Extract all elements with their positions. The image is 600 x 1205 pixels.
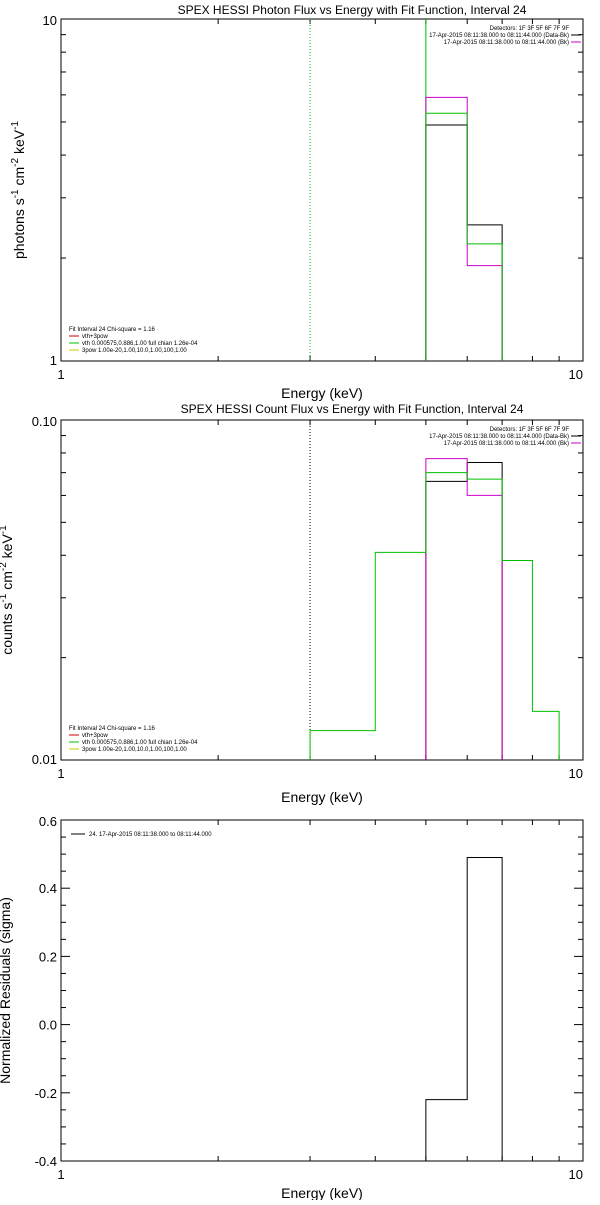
y-tick-label: 0.01 — [32, 752, 57, 767]
chart-2: 1 10 0.01 0.10 SPEX HESSI Count Flux vs Ener… — [0, 402, 584, 805]
legend-header: Detectors: 1F 3F 5F 6F 7F 9F — [490, 427, 570, 433]
legend-entry: 17-Apr-2015 08:11:38.000 to 08:11:44.000… — [444, 441, 569, 447]
x-tick-label: 1 — [57, 766, 64, 781]
y-tick-label: 0.4 — [39, 881, 57, 896]
y-label-superscript: -2 — [10, 157, 21, 166]
fit-legend-header: Fit Interval 24 Chi-square = 1.16 — [69, 327, 156, 333]
x-tick-label: 1 — [57, 1167, 64, 1182]
y-tick-label: -0.4 — [35, 1154, 57, 1169]
step-series-1 — [425, 124, 503, 361]
y-label-part: keV — [11, 129, 27, 158]
y-axis-label: counts s-1 cm-2 keV-1 — [0, 525, 15, 655]
y-label-part: cm — [11, 167, 27, 190]
x-tick-label: 10 — [569, 1167, 583, 1182]
y-tick-label: 1 — [50, 353, 57, 368]
chart-1: 1 10 1 10 SPEX HESSI Photon Flux vs Energy w… — [10, 3, 584, 401]
step-series-1 — [425, 461, 503, 760]
plot-frame — [60, 419, 584, 761]
chart-3: 1 10 -0.4 -0.2 0.0 0.2 0.4 0.6 Energy (keV) Norma… — [0, 814, 584, 1201]
x-tick-label: 1 — [57, 367, 64, 382]
x-tick-label: 10 — [569, 367, 583, 382]
fit-legend-entry: 3pow 1.00e-20,1.00,10.0,1.00,100,1.00 — [82, 348, 187, 354]
x-tick-label: 10 — [569, 766, 583, 781]
plot-frame — [60, 819, 584, 1162]
y-label-superscript: -1 — [10, 121, 21, 130]
plot-frame — [60, 18, 584, 362]
y-label-part: cm — [0, 571, 15, 594]
fit-legend-entry: vth 0.000575,0.886,1.00 full chian 1.26e… — [82, 740, 198, 746]
legend-header: Detectors: 1F 3F 5F 6F 7F 9F — [490, 26, 570, 32]
y-label-part: counts s — [0, 603, 15, 655]
y-axis-label: photons s-1 cm-2 keV-1 — [10, 121, 27, 259]
y-tick-label: 0.2 — [39, 949, 57, 964]
legend-entry: 17-Apr-2015 08:11:38.000 to 08:11:44.000… — [444, 40, 569, 46]
chart-title: SPEX HESSI Photon Flux vs Energy with Fi… — [178, 3, 527, 17]
step-series-3 — [425, 112, 503, 361]
y-label-part: photons s — [11, 198, 27, 259]
step-series-2 — [425, 96, 503, 361]
legend-entry: 17-Apr-2015 08:11:38.000 to 08:11:44.000… — [429, 434, 569, 440]
y-tick-label: 0.0 — [39, 1018, 57, 1033]
legend-entry: 17-Apr-2015 08:11:38.000 to 08:11:44.000… — [429, 33, 569, 39]
fit-legend-entry: 3pow 1.00e-20,1.00,10.0,1.00,100,1.00 — [82, 747, 187, 753]
step-series-1 — [425, 857, 503, 1161]
y-label-superscript: -2 — [0, 562, 9, 571]
step-series-3 — [309, 472, 560, 760]
y-tick-label: 0.6 — [39, 814, 57, 829]
y-label-superscript: -1 — [0, 593, 9, 602]
y-label-superscript: -1 — [0, 525, 9, 534]
residual-legend-entry: 24. 17-Apr-2015 08:11:38.000 to 08:11:44… — [89, 832, 212, 838]
y-axis-label: Normalized Residuals (sigma) — [0, 897, 13, 1084]
x-axis-label: Energy (keV) — [281, 385, 363, 401]
step-series-2 — [425, 458, 503, 760]
y-tick-label: -0.2 — [35, 1086, 57, 1101]
y-tick-label: 10 — [43, 13, 57, 28]
chart-title: SPEX HESSI Count Flux vs Energy with Fit… — [181, 402, 524, 416]
fit-legend-entry: vth+3pow — [82, 334, 109, 340]
fit-legend-entry: vth+3pow — [82, 733, 109, 739]
x-axis-label: Energy (keV) — [281, 1185, 363, 1200]
y-tick-label: 0.10 — [32, 414, 57, 429]
x-axis-label: Energy (keV) — [281, 789, 363, 805]
y-label-superscript: -1 — [10, 189, 21, 198]
fit-legend-entry: vth 0.000575,0.886,1.00 full chian 1.26e… — [82, 341, 198, 347]
y-label-part: keV — [0, 534, 15, 563]
fit-legend-header: Fit Interval 24 Chi-square = 1.16 — [69, 726, 156, 732]
